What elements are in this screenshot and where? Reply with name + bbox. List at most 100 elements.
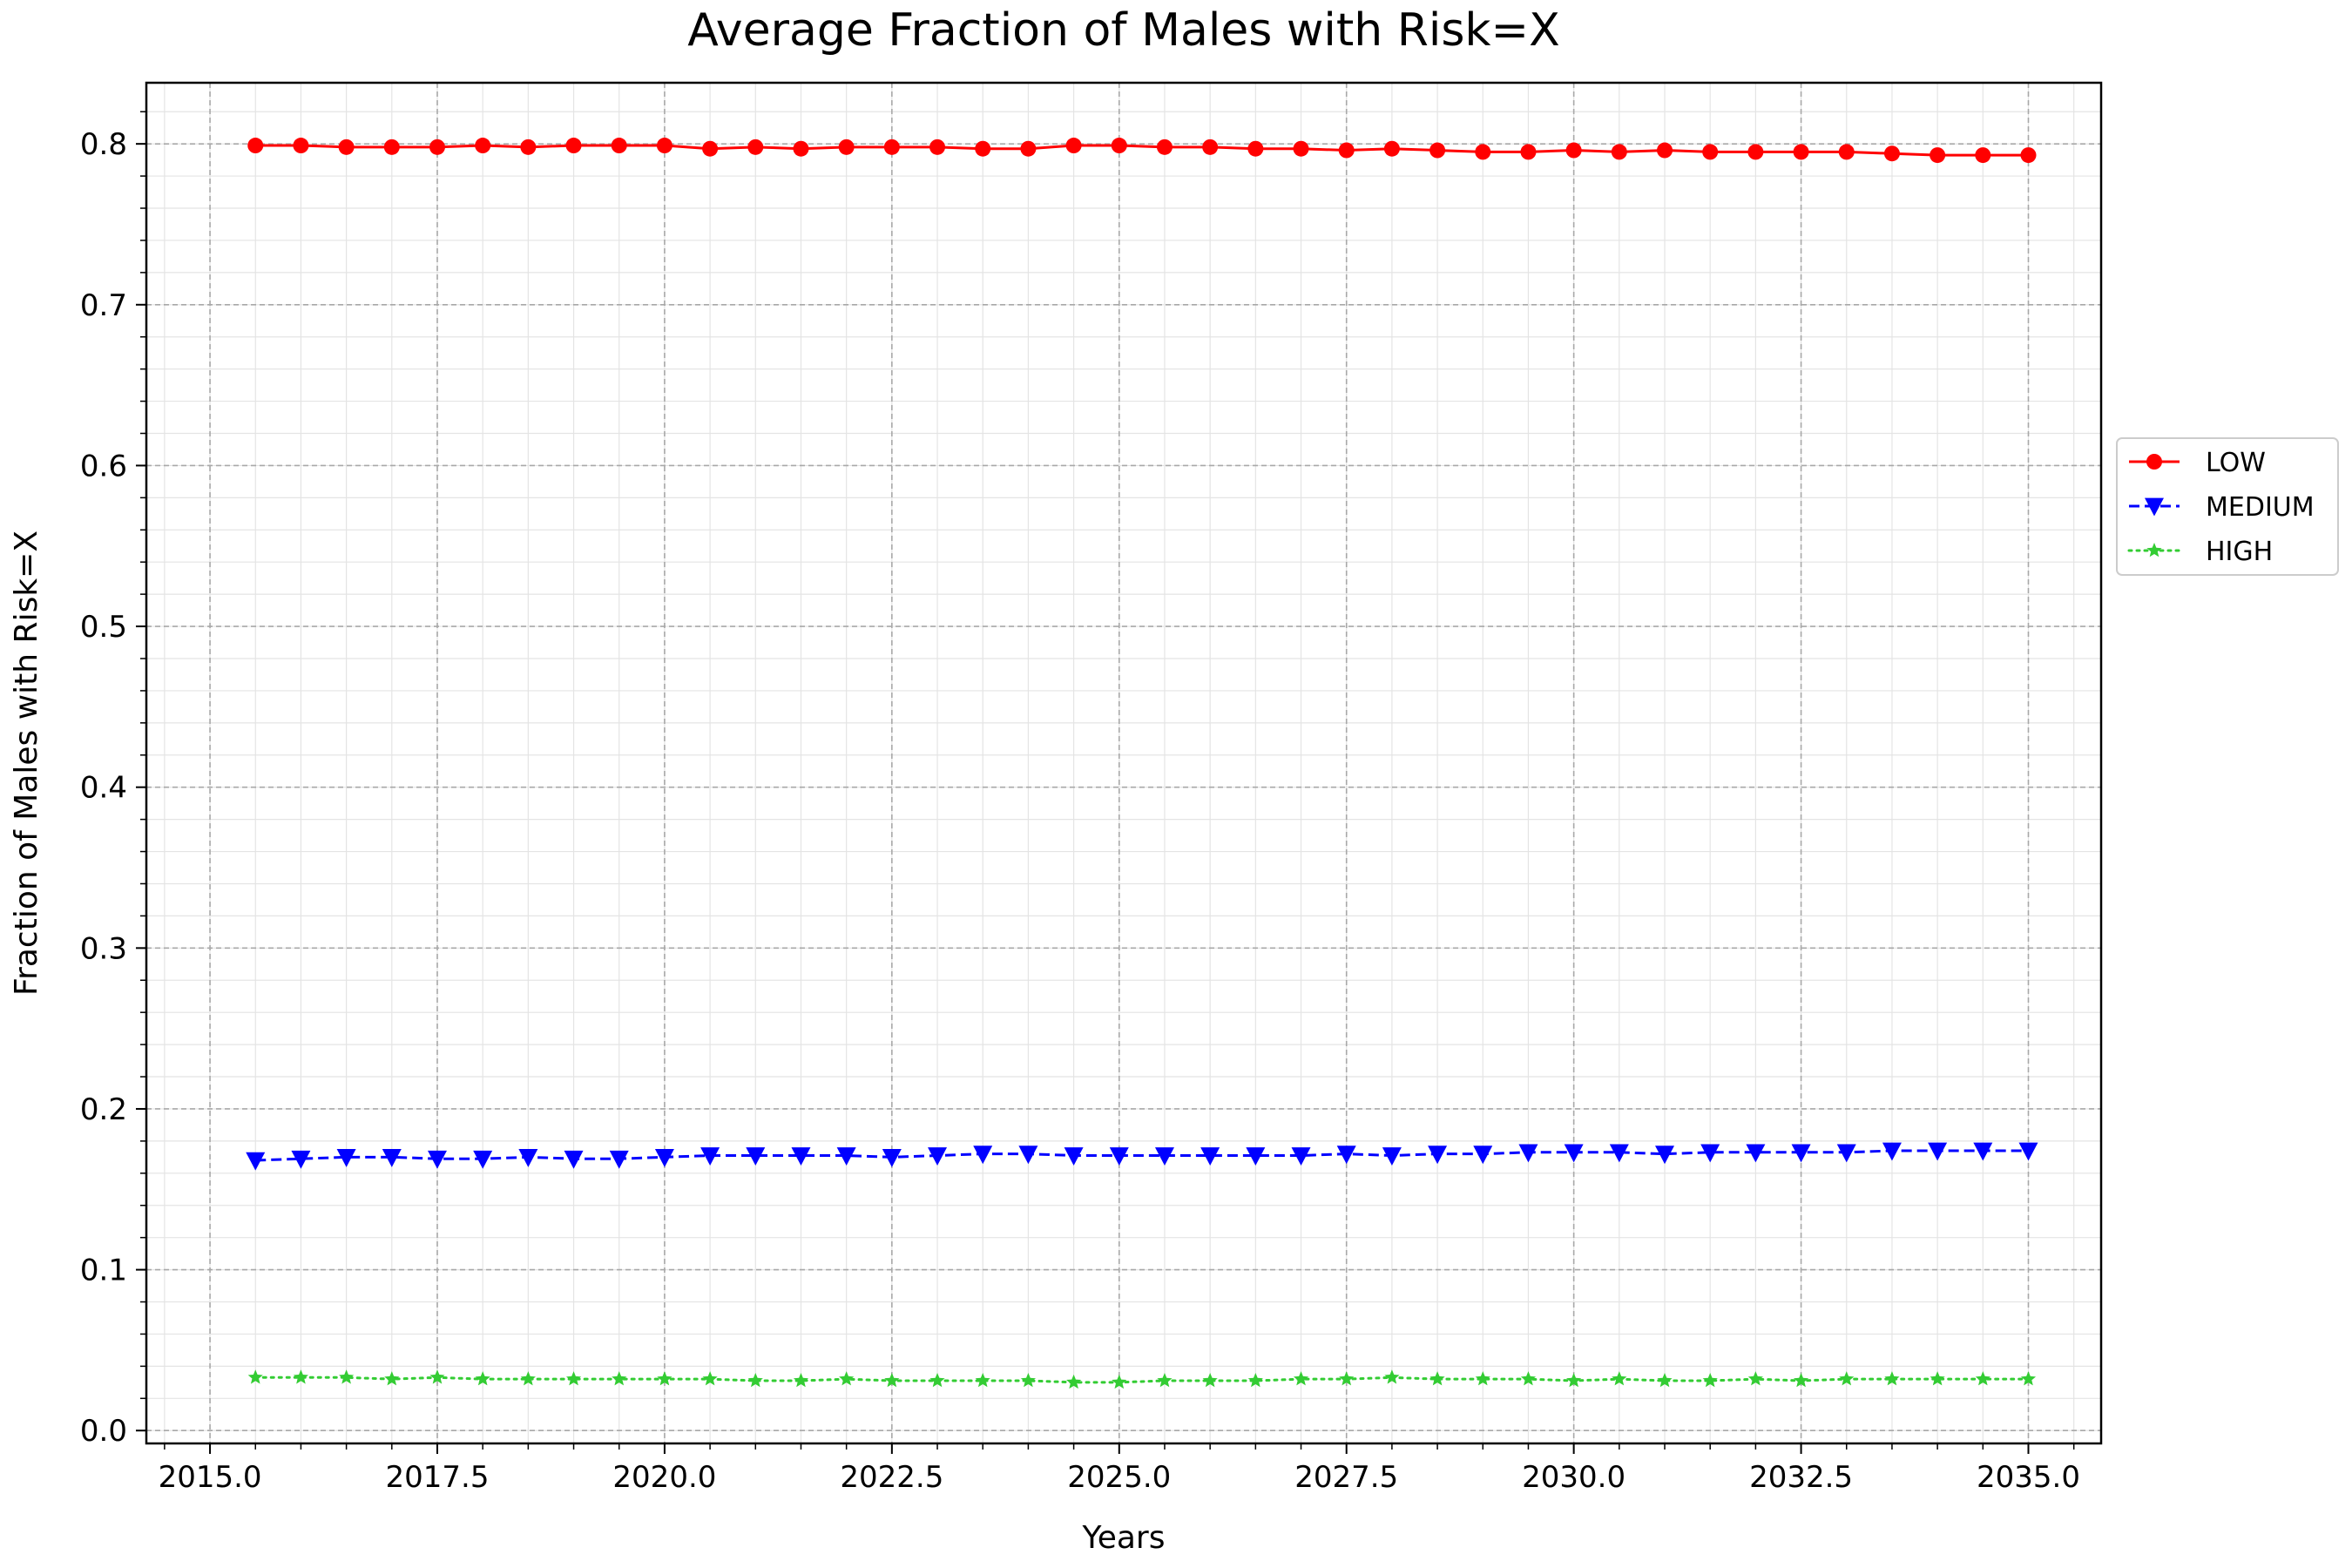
data-point-high: [1247, 1372, 1263, 1388]
legend-label-high: HIGH: [2206, 537, 2273, 567]
y-axis-label: Fraction of Males with Risk=X: [9, 531, 44, 996]
data-point-high: [520, 1371, 536, 1386]
data-point-medium: [973, 1146, 993, 1165]
data-point-high: [1157, 1372, 1173, 1388]
data-point-high: [247, 1369, 263, 1384]
data-point-low: [1793, 144, 1809, 160]
data-point-low: [747, 139, 764, 155]
legend-marker-low: [2146, 454, 2162, 470]
data-point-low: [1020, 140, 1037, 157]
data-point-medium: [654, 1149, 674, 1167]
data-point-low: [1338, 142, 1355, 159]
data-point-high: [1020, 1372, 1036, 1388]
chart-title: Average Fraction of Males with Risk=X: [687, 4, 1559, 57]
data-point-medium: [1200, 1147, 1220, 1166]
data-point-medium: [928, 1147, 948, 1166]
data-point-low: [793, 140, 809, 157]
data-point-low: [2020, 147, 2037, 164]
data-point-high: [1202, 1372, 1218, 1388]
x-axis-label: Years: [1082, 1520, 1166, 1556]
data-point-high: [475, 1371, 490, 1386]
data-point-high: [1384, 1369, 1400, 1384]
data-point-high: [293, 1369, 308, 1384]
data-point-medium: [1428, 1146, 1448, 1165]
data-point-low: [429, 139, 445, 155]
data-point-medium: [700, 1147, 720, 1166]
data-point-high: [747, 1372, 763, 1388]
data-point-medium: [1154, 1147, 1174, 1166]
data-point-medium: [1246, 1147, 1266, 1166]
legend-label-medium: MEDIUM: [2206, 492, 2315, 523]
data-point-low: [1247, 140, 1264, 157]
data-point-medium: [564, 1150, 584, 1169]
data-point-medium: [291, 1150, 311, 1169]
data-point-low: [1702, 144, 1719, 160]
data-point-low: [383, 139, 400, 155]
data-point-low: [1930, 147, 1946, 164]
data-point-high: [1293, 1371, 1309, 1386]
data-point-medium: [1382, 1147, 1402, 1166]
data-point-medium: [1746, 1144, 1766, 1163]
data-point-medium: [1473, 1146, 1493, 1165]
data-point-low: [883, 139, 900, 155]
data-point-low: [1657, 142, 1673, 159]
data-point-low: [1111, 138, 1127, 154]
data-point-medium: [1018, 1146, 1038, 1165]
y-tick-label: 0.1: [80, 1254, 127, 1288]
data-point-low: [1975, 147, 1991, 164]
legend-label-low: LOW: [2206, 448, 2266, 478]
data-point-high: [1657, 1372, 1673, 1388]
axis-ticks: 2015.0 2017.5 2020.0 2022.5 2025.0 2027.5 2030…: [80, 111, 2080, 1495]
data-point-low: [656, 138, 672, 154]
data-point-high: [565, 1371, 582, 1386]
y-tick-label: 0.5: [80, 610, 127, 645]
x-tick-label: 2027.5: [1294, 1460, 1398, 1495]
data-point-medium: [336, 1149, 356, 1167]
x-tick-label: 2015.0: [159, 1460, 262, 1495]
data-point-high: [884, 1372, 900, 1388]
data-point-low: [293, 138, 309, 154]
data-point-medium: [1518, 1144, 1538, 1163]
series-line-low: [255, 144, 2029, 157]
data-point-low: [975, 140, 991, 157]
data-point-low: [611, 138, 627, 154]
data-point-medium: [1928, 1142, 1948, 1161]
y-tick-label: 0.6: [80, 449, 127, 483]
data-point-high: [657, 1371, 672, 1386]
data-point-medium: [1564, 1144, 1584, 1163]
x-tick-label: 2035.0: [1977, 1460, 2080, 1495]
data-point-low: [520, 139, 537, 155]
data-point-medium: [1973, 1142, 1993, 1161]
data-point-low: [1475, 144, 1491, 160]
series-low: [247, 138, 2037, 164]
data-point-medium: [882, 1149, 902, 1167]
data-point-low: [838, 139, 855, 155]
data-point-low: [1565, 142, 1582, 159]
data-point-high: [1839, 1371, 1855, 1386]
series-line-medium: [255, 1149, 2029, 1162]
x-tick-label: 2022.5: [840, 1460, 943, 1495]
data-point-high: [1339, 1371, 1355, 1386]
y-tick-label: 0.8: [80, 127, 127, 162]
y-tick-label: 0.0: [80, 1414, 127, 1449]
data-point-medium: [2018, 1142, 2038, 1161]
data-point-low: [929, 139, 946, 155]
data-point-high: [1612, 1371, 1627, 1386]
data-point-medium: [382, 1149, 402, 1167]
data-point-medium: [1836, 1144, 1856, 1163]
data-point-high: [1112, 1374, 1127, 1389]
x-tick-label: 2025.0: [1067, 1460, 1171, 1495]
data-point-high: [702, 1371, 718, 1386]
data-point-high: [1429, 1371, 1445, 1386]
data-point-low: [475, 138, 491, 154]
data-point-low: [1383, 140, 1400, 157]
data-point-high: [929, 1372, 945, 1388]
data-point-medium: [746, 1147, 766, 1166]
data-point-medium: [791, 1147, 811, 1166]
data-point-medium: [836, 1147, 856, 1166]
x-tick-label: 2030.0: [1522, 1460, 1625, 1495]
data-point-high: [1975, 1371, 1990, 1386]
data-point-high: [2020, 1371, 2037, 1386]
data-point-low: [1202, 139, 1219, 155]
